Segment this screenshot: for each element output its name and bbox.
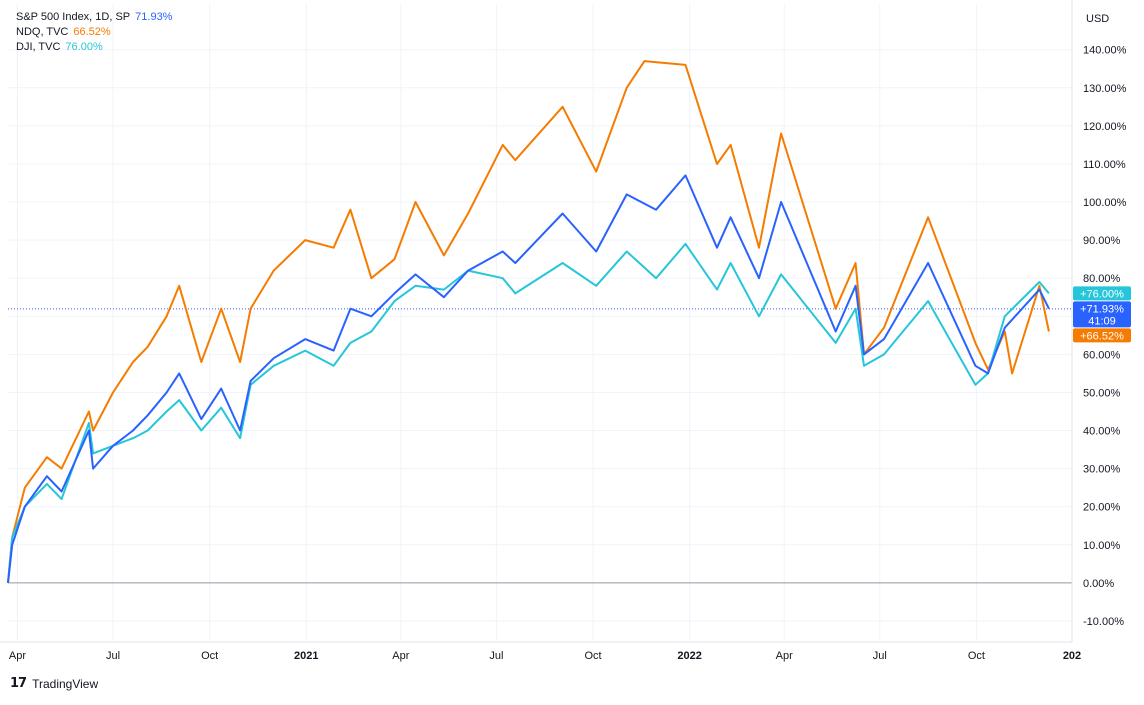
- sp500-series-line: [7, 174, 1050, 584]
- legend-series-name: S&P 500 Index, 1D, SP: [16, 11, 131, 23]
- y-tick-label: 40.00%: [1083, 426, 1121, 438]
- y-tick-label: 120.00%: [1083, 121, 1127, 133]
- ndq-value-badge: [1073, 328, 1131, 343]
- reference-line-layer: [8, 308, 1072, 584]
- x-tick-label: Jul: [106, 650, 120, 662]
- axis-layer: USD -10.00% 0.00% 10.00% 20.00% 30.00% 40.00%…: [0, 0, 1127, 662]
- y-tick-label: 10.00%: [1083, 540, 1121, 552]
- tradingview-brand-label: TradingView: [32, 676, 99, 691]
- sp500-value-badge-label: +71.93%: [1080, 303, 1124, 315]
- series-layer: [7, 60, 1050, 584]
- y-tick-label: 60.00%: [1083, 349, 1121, 361]
- legend: S&P 500 Index, 1D, SP 71.93% NDQ, TVC 66.5…: [16, 10, 172, 55]
- dji-value-badge-label: +76.00%: [1080, 288, 1124, 300]
- grid-layer: [8, 4, 1073, 640]
- legend-series-value: 76.00%: [65, 41, 103, 53]
- currency-label: USD: [1086, 13, 1109, 25]
- x-tick-label: 202: [1063, 650, 1081, 662]
- y-tick-label: 110.00%: [1083, 159, 1126, 171]
- y-tick-label: 100.00%: [1083, 197, 1127, 209]
- ndq-value-badge-label: +66.52%: [1080, 330, 1124, 342]
- x-tick-label: Apr: [392, 650, 409, 662]
- legend-item-ndq[interactable]: NDQ, TVC 66.52%: [16, 25, 172, 40]
- legend-series-value: 66.52%: [73, 26, 111, 38]
- x-tick-label: Apr: [776, 650, 793, 662]
- x-tick-label: Oct: [968, 650, 985, 662]
- ndq-series-line: [7, 60, 1050, 583]
- y-tick-label: 80.00%: [1083, 273, 1121, 285]
- y-tick-label: -10.00%: [1083, 616, 1124, 628]
- y-tick-label: 30.00%: [1083, 464, 1121, 476]
- y-tick-label: 140.00%: [1083, 45, 1127, 57]
- x-tick-label: 2022: [677, 650, 701, 662]
- legend-series-value: 71.93%: [135, 11, 173, 23]
- x-tick-label: 2021: [294, 650, 318, 662]
- sp500-value-badge: [1073, 301, 1131, 328]
- legend-item-dji[interactable]: DJI, TVC 76.00%: [16, 40, 172, 55]
- price-badge-layer: +76.00% +71.93%41:09 +66.52%: [1073, 286, 1131, 343]
- x-tick-label: Jul: [873, 650, 887, 662]
- tradingview-logo-icon: 17: [10, 676, 27, 691]
- y-tick-label: 90.00%: [1083, 235, 1121, 247]
- dji-value-badge: [1073, 286, 1131, 301]
- y-tick-label: 130.00%: [1083, 83, 1127, 95]
- legend-item-sp500[interactable]: S&P 500 Index, 1D, SP 71.93%: [16, 10, 172, 25]
- x-tick-label: Apr: [9, 650, 26, 662]
- x-tick-label: Oct: [584, 650, 601, 662]
- sp500-value-badge-countdown: 41:09: [1088, 315, 1116, 327]
- y-tick-label: 20.00%: [1083, 502, 1121, 514]
- tradingview-footer[interactable]: 17 TradingView: [10, 676, 98, 691]
- dji-series-line: [7, 242, 1050, 583]
- x-tick-label: Jul: [489, 650, 503, 662]
- y-tick-label: 50.00%: [1083, 387, 1121, 399]
- legend-series-name: DJI, TVC: [16, 41, 61, 53]
- x-tick-label: Oct: [201, 650, 218, 662]
- legend-series-name: NDQ, TVC: [16, 26, 69, 38]
- y-tick-label: 0.00%: [1083, 578, 1114, 590]
